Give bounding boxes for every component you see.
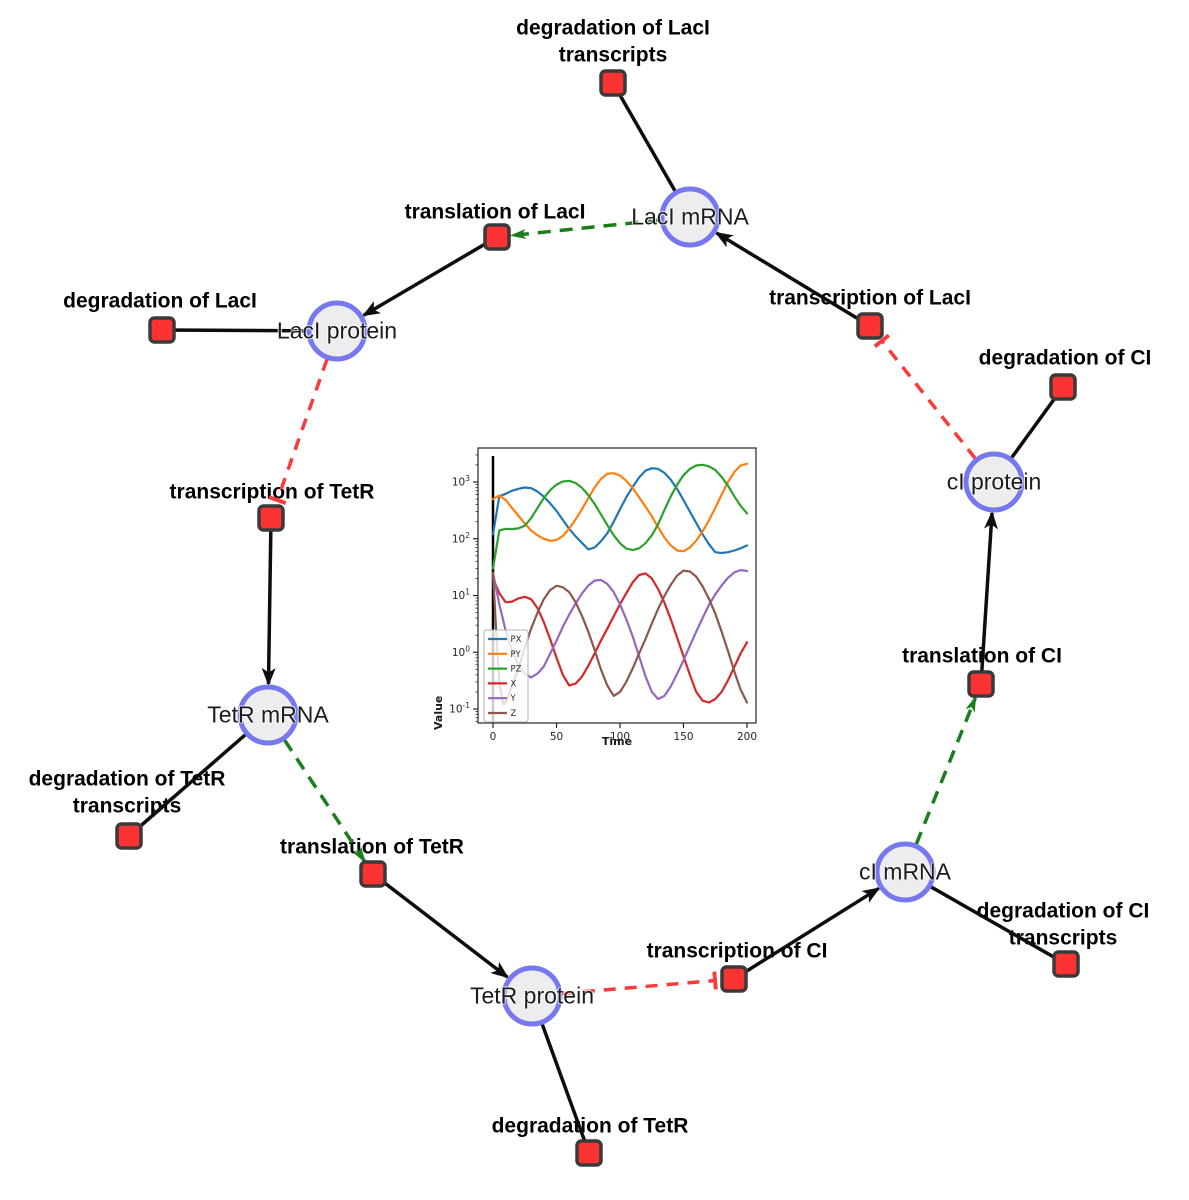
species-node-tetr-mrna[interactable]: [237, 684, 299, 746]
legend-label-PZ: PZ: [511, 665, 522, 675]
y-tick-label: 10-1: [449, 701, 470, 716]
plot-series-PZ: [491, 463, 749, 570]
plot-series-X: [491, 572, 749, 704]
edge-production-transcription-of-ci-ci-mrna: [733, 886, 881, 981]
reaction-node-degradation-of-ci-transcripts[interactable]: [1052, 950, 1080, 978]
species-node-ci-mrna[interactable]: [874, 841, 936, 903]
y-tick-label: 103: [452, 474, 470, 489]
edge-consumption-tetr-mrna-degradation-of-tetr-transcripts: [127, 713, 270, 838]
edge-inhibition-ci-protein-transcription-of-laci: [873, 333, 977, 460]
reaction-node-degradation-of-laci[interactable]: [148, 316, 176, 344]
edge-consumption-ci-mrna-degradation-of-ci-transcripts: [904, 870, 1067, 966]
legend-label-PY: PY: [511, 650, 522, 660]
species-node-laci-mrna[interactable]: [659, 186, 721, 248]
plot-series-PX: [491, 467, 749, 555]
x-tick-label: 150: [673, 731, 693, 743]
reaction-node-translation-of-ci[interactable]: [967, 670, 995, 698]
reaction-node-degradation-of-laci-transcripts[interactable]: [599, 69, 627, 97]
edge-modifier-tetr-mrna-translation-of-tetr: [283, 739, 367, 864]
legend-label-Y: Y: [510, 694, 517, 704]
plot-ylabel: Value: [432, 695, 445, 730]
plot-xlabel: Time: [601, 735, 633, 748]
x-tick-label: 0: [490, 731, 497, 743]
y-tick-label: 102: [452, 531, 470, 546]
reaction-node-translation-of-laci[interactable]: [483, 223, 511, 251]
edge-production-transcription-of-laci-laci-mrna: [714, 231, 871, 328]
y-tick-label: 100: [452, 644, 470, 659]
inset-plot-svg: 10-1 100 101 102 103 0 50 100 150 200 PX PY PZ XYZ: [449, 447, 757, 743]
reaction-node-degradation-of-tetr[interactable]: [575, 1139, 603, 1167]
species-node-ci-protein[interactable]: [963, 451, 1025, 513]
species-node-tetr-protein[interactable]: [501, 965, 563, 1027]
edge-production-translation-of-tetr-tetr-protein: [371, 872, 509, 979]
x-tick-label: 50: [550, 731, 563, 743]
plot-frame: [477, 447, 757, 724]
x-tick-label: 200: [737, 731, 757, 743]
species-node-laci-protein[interactable]: [306, 300, 368, 362]
legend-label-PX: PX: [511, 635, 522, 645]
plot-series-Z: [491, 569, 749, 706]
reaction-node-degradation-of-tetr-transcripts[interactable]: [115, 822, 143, 850]
nodes-layer: [115, 69, 1080, 1167]
y-tick-label: 101: [452, 588, 470, 603]
legend-label-Z: Z: [511, 709, 517, 719]
x-tick-label: 100: [610, 731, 630, 743]
reaction-node-translation-of-tetr[interactable]: [359, 860, 387, 888]
reaction-node-transcription-of-ci[interactable]: [720, 965, 748, 993]
edge-inhibition-tetr-protein-transcription-of-ci: [561, 971, 718, 996]
edge-production-transcription-of-tetr-tetr-mrna: [261, 517, 276, 687]
reaction-node-transcription-of-tetr[interactable]: [257, 504, 285, 532]
edge-production-translation-of-ci-ci-protein: [979, 510, 998, 685]
plot-series-Y: [491, 569, 749, 701]
edge-production-translation-of-laci-laci-protein: [362, 235, 498, 317]
edge-modifier-laci-mrna-translation-of-laci: [509, 218, 661, 239]
inset-plot: 10-1 100 101 102 103 0 50 100 150 200 PX PY PZ X Y Z Ti…: [430, 440, 770, 762]
plot-legend: PX PY PZ XYZ: [483, 629, 529, 723]
plot-series-PY: [491, 462, 749, 553]
reaction-node-degradation-of-ci[interactable]: [1049, 373, 1077, 401]
edge-inhibition-laci-protein-transcription-of-tetr: [268, 358, 329, 505]
legend-label-X: X: [511, 679, 517, 689]
edge-modifier-ci-mrna-translation-of-ci: [914, 696, 978, 845]
reaction-node-transcription-of-laci[interactable]: [856, 312, 884, 340]
